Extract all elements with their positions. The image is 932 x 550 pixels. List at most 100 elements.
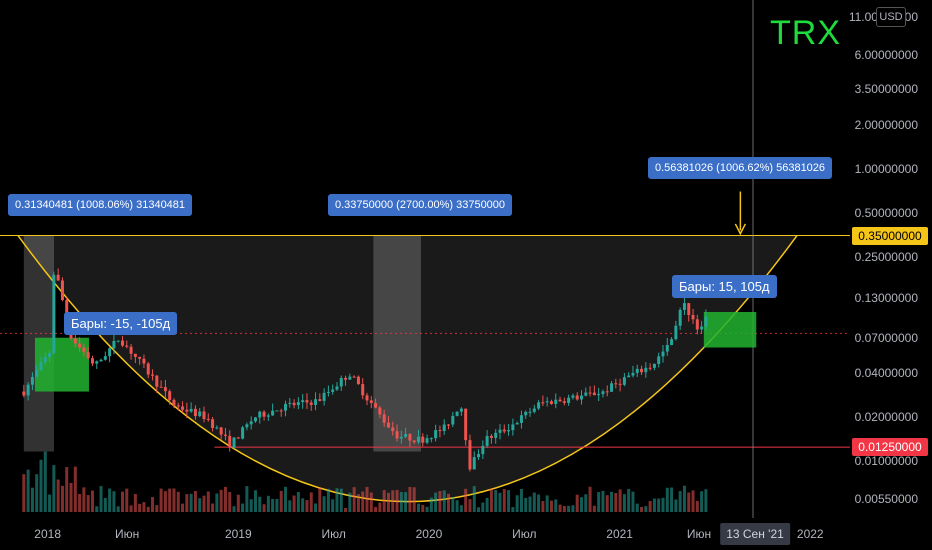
candle-body (39, 361, 43, 371)
price-axis[interactable]: 11.000000006.000000003.500000002.0000000… (849, 0, 932, 518)
price-tick-label: 0.07000000 (854, 330, 918, 345)
price-tick-label: 0.50000000 (854, 205, 918, 220)
candle-body (601, 391, 605, 395)
volume-bar (425, 506, 429, 512)
volume-bar (489, 488, 493, 512)
candle-body (258, 411, 262, 418)
candle-body (592, 392, 596, 396)
crosshair-date-label: 13 Сен '21 (720, 523, 790, 545)
volume-bar (241, 503, 245, 512)
volume-bar (331, 499, 335, 512)
time-tick-label: Июл (321, 527, 346, 541)
volume-bar (223, 486, 227, 512)
candle-body (665, 345, 669, 352)
candle-body (56, 274, 60, 281)
price-tick-label: 6.00000000 (854, 48, 918, 63)
volume-bar (339, 488, 343, 512)
candle-body (241, 427, 245, 439)
volume-bar (348, 492, 352, 512)
candle-body (30, 376, 34, 385)
volume-bar (597, 492, 601, 512)
candle-body (305, 400, 309, 403)
candle-body (275, 410, 279, 412)
volume-bar (35, 474, 39, 512)
volume-bar (511, 507, 515, 512)
symbol-watermark: TRX (770, 14, 841, 52)
volume-bar (429, 497, 433, 512)
time-tick-label: Июн (686, 527, 712, 541)
candle-body (138, 356, 142, 359)
candle-body (245, 424, 249, 428)
candle-body (468, 440, 472, 470)
volume-bar (498, 492, 502, 512)
volume-bar (575, 494, 579, 512)
currency-button[interactable]: USD (876, 7, 906, 27)
candle-body (588, 392, 592, 394)
candle-body (344, 377, 348, 380)
volume-bar (275, 498, 279, 512)
measure-label-right: 0.56381026 (1006.62%) 56381026 (648, 157, 833, 179)
time-axis[interactable]: 2018 Июн 2019 Июл 2020 Июл 2021 Июн 2022 13 Сен '… (0, 518, 850, 550)
volume-bar (219, 489, 223, 512)
volume-bar (494, 489, 498, 512)
volume-bar (172, 488, 176, 512)
candle-body (125, 345, 129, 347)
candle-body (271, 410, 275, 416)
volume-bar (477, 507, 481, 512)
volume-bar (181, 503, 185, 512)
price-tick-label: 0.00550000 (854, 492, 918, 507)
volume-bar (262, 504, 266, 512)
volume-bar (120, 491, 124, 512)
candle-body (211, 419, 215, 428)
candle-body (421, 436, 425, 443)
volume-bar (386, 492, 390, 512)
price-tick-label: 3.50000000 (854, 82, 918, 97)
candle-body (356, 376, 360, 385)
candle-body (502, 429, 506, 432)
candle-body (339, 377, 343, 387)
volume-bar (253, 490, 257, 512)
volume-bar (245, 486, 249, 512)
volume-bar (507, 490, 511, 512)
volume-bar (369, 492, 373, 512)
candle-body (464, 408, 468, 441)
candle-body (296, 402, 300, 406)
candle-body (168, 391, 172, 400)
volume-bar (502, 488, 506, 512)
candle-body (279, 410, 283, 412)
candle-body (142, 358, 146, 364)
candle-body (374, 403, 378, 408)
candle-body (60, 280, 64, 300)
candle-body (90, 358, 94, 364)
time-tick-label: 2018 (34, 527, 62, 541)
volume-bar (142, 502, 146, 512)
candle-body (172, 399, 176, 406)
candle-body (52, 274, 56, 353)
candle-body (99, 359, 103, 362)
volume-bar (155, 505, 159, 512)
candle-body (219, 427, 223, 435)
candle-body (610, 383, 614, 392)
volume-bar (133, 493, 137, 512)
candle-body (26, 384, 30, 396)
candle-body (682, 303, 686, 310)
candle-body (284, 403, 288, 411)
volume-bar (168, 488, 172, 512)
candle-body (395, 431, 399, 439)
candle-body (120, 340, 124, 346)
volume-bar (116, 506, 120, 512)
price-tick-label: 0.01000000 (854, 454, 918, 469)
volume-bar (554, 499, 558, 512)
time-tick-label: 2020 (415, 527, 443, 541)
candle-body (35, 370, 39, 377)
volume-bar (309, 492, 313, 512)
price-chart[interactable] (0, 0, 850, 518)
candle-body (434, 430, 438, 439)
candle-body (223, 434, 227, 436)
volume-bar (545, 495, 549, 512)
candle-body (678, 309, 682, 326)
volume-bar (447, 493, 451, 512)
bars-label-right: Бары: 15, 105д (672, 275, 777, 298)
volume-bar (69, 483, 73, 512)
volume-bar (524, 497, 528, 512)
